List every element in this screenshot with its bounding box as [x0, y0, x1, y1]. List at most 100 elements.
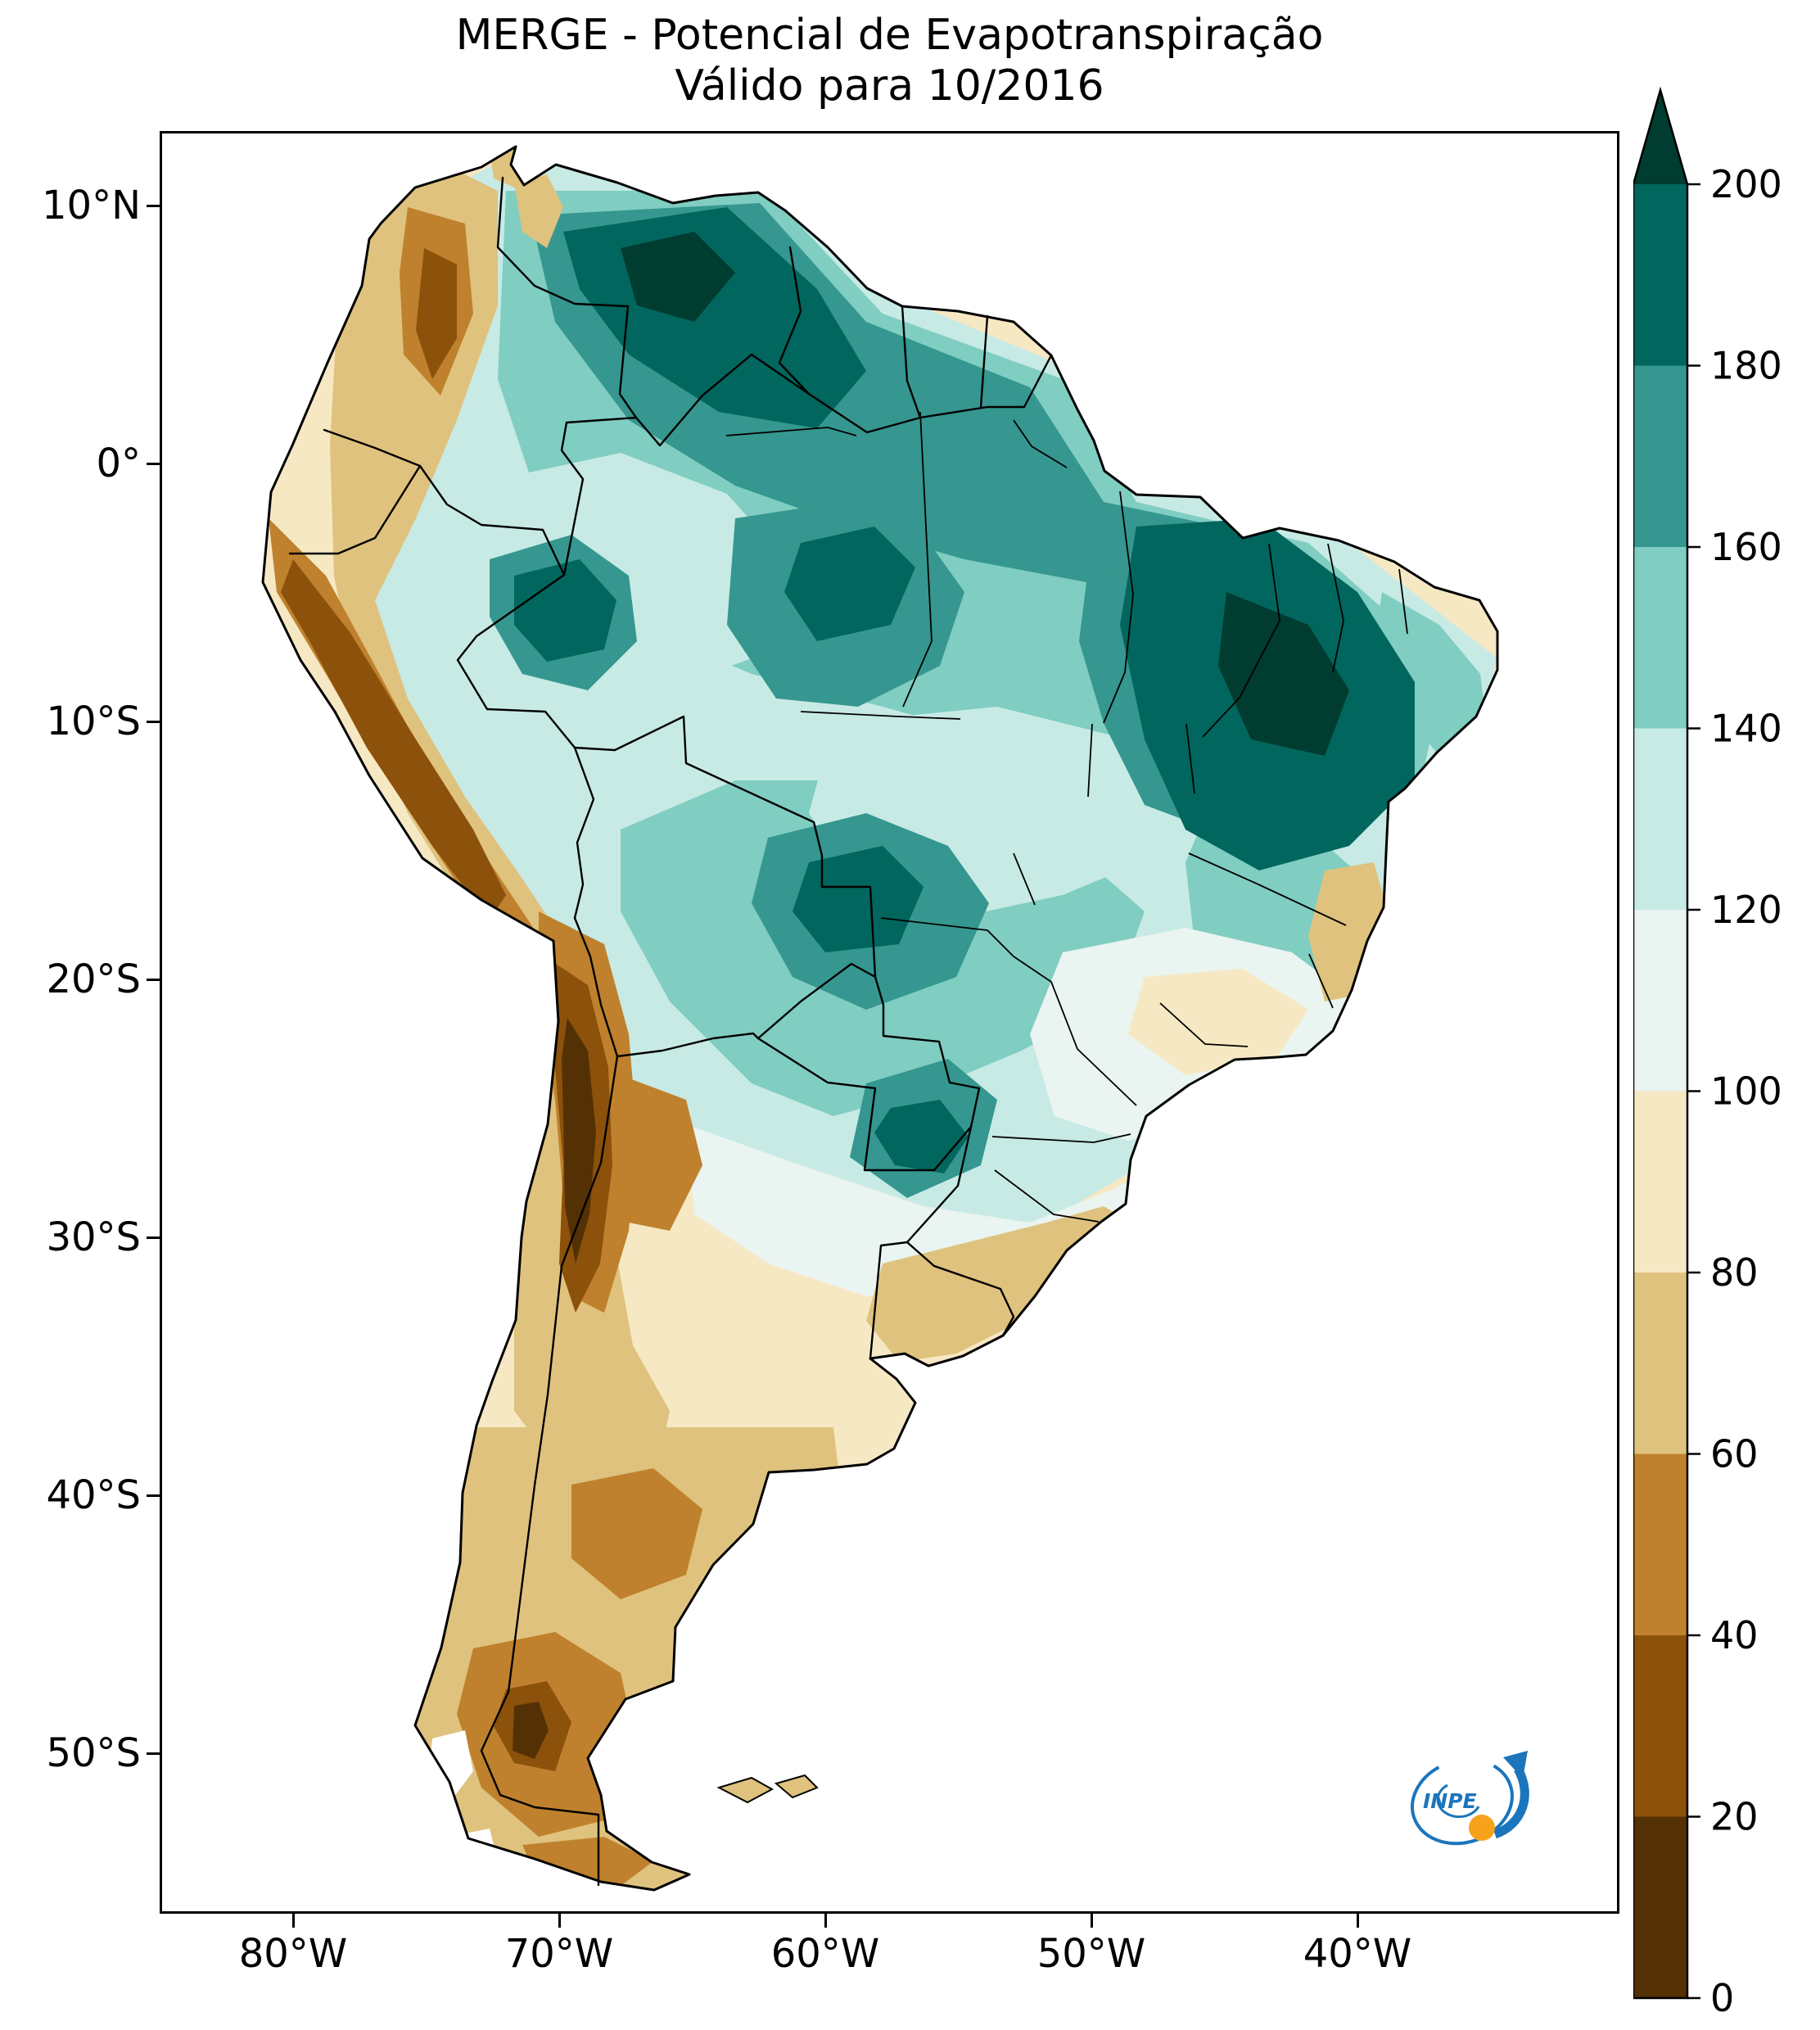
- colorbar-band-0-20: [1633, 1816, 1687, 1998]
- x-tick-80W: 80°W: [238, 1931, 348, 1977]
- y-tickmark: [147, 1494, 160, 1497]
- colorbar-band-120-140: [1633, 728, 1687, 910]
- colorbar-tick-120: 120: [1710, 888, 1782, 932]
- colorbar-tick-160: 160: [1710, 525, 1782, 569]
- colorbar-tick-200: 200: [1710, 162, 1782, 206]
- contour-40-60-central-patagonia: [571, 1468, 702, 1599]
- colorbar-tick-100: 100: [1710, 1069, 1782, 1114]
- border-bolivia-argentina: [616, 1032, 760, 1058]
- colorbar-outline: [1632, 86, 1689, 2000]
- state-border: [991, 1133, 1131, 1143]
- state-border: [725, 427, 857, 436]
- border-argentina-uruguay-brazil: [869, 1125, 1015, 1360]
- state-border: [1327, 543, 1344, 673]
- colorbar-tick-20: 20: [1710, 1795, 1759, 1839]
- y-tick-40S: 40°S: [46, 1472, 141, 1518]
- state-border: [902, 411, 933, 708]
- border-colombia-venezuela: [496, 176, 638, 419]
- x-tickmark: [558, 1914, 561, 1928]
- colorbar-band-100-120: [1633, 910, 1687, 1092]
- contour-180-200-west-small: [514, 559, 616, 662]
- coastline: [261, 145, 1499, 1892]
- state-border: [1159, 1002, 1249, 1047]
- state-border: [1087, 723, 1093, 798]
- y-tick-10N: 10°N: [42, 183, 141, 228]
- colorbar-tick-0: 0: [1710, 1976, 1734, 2019]
- colorbar-svg: 200 180 160 140 120 100 80 60 40 20 0: [1632, 86, 1782, 2020]
- colorbar-tick-140: 140: [1710, 707, 1782, 751]
- contour-180-200-south-small: [874, 1100, 969, 1173]
- y-tickmark: [147, 721, 160, 723]
- contour-20-40-colombia: [416, 248, 457, 379]
- colorbar-band-80-100: [1633, 1091, 1687, 1273]
- chart-subtitle: Válido para 10/2016: [675, 61, 1104, 111]
- y-tick-20S: 20°S: [46, 956, 141, 1002]
- y-tick-10S: 10°S: [46, 699, 141, 744]
- inpe-logo: INPE: [1411, 1751, 1529, 1846]
- contour-20-40-peru-inner: [281, 559, 506, 920]
- y-tickmark: [147, 979, 160, 981]
- state-border: [1398, 568, 1408, 635]
- border-guyana-suriname: [901, 305, 922, 419]
- colorbar-extend-triangle: [1633, 90, 1687, 184]
- x-tickmark: [1091, 1914, 1093, 1928]
- contour-140-160-east-coast: [1374, 592, 1488, 756]
- y-tickmark: [147, 1237, 160, 1239]
- contour-0-20-south-spot: [513, 1702, 549, 1759]
- state-border: [1188, 852, 1347, 926]
- border-peru-brazil: [456, 573, 576, 749]
- map-plot-area: INPE: [160, 131, 1619, 1914]
- x-tick-70W: 70°W: [504, 1931, 614, 1977]
- x-tick-40W: 40°W: [1303, 1931, 1412, 1977]
- inpe-logo-planet: [1469, 1815, 1495, 1841]
- colorbar-tick-180: 180: [1710, 344, 1782, 388]
- colorbar: 200 180 160 140 120 100 80 60 40 20 0: [1632, 78, 1820, 2020]
- x-tickmark: [292, 1914, 295, 1928]
- colorbar-band-20-40: [1633, 1635, 1687, 1817]
- colorbar-band-140-160: [1633, 547, 1687, 729]
- state-border: [1013, 419, 1068, 468]
- y-tickmark: [147, 1752, 160, 1755]
- state-border: [994, 1169, 1100, 1223]
- state-border: [880, 852, 1036, 957]
- y-tick-0: 0°: [96, 441, 141, 486]
- colorbar-tick-60: 60: [1710, 1432, 1759, 1476]
- contour-180-200-mt-small: [793, 846, 924, 952]
- border-peru-colombia: [418, 464, 566, 576]
- x-tickmark: [1357, 1914, 1359, 1928]
- colorbar-band-60-80: [1633, 1273, 1687, 1454]
- contour-60-80-maracaibo: [514, 174, 563, 248]
- x-tick-50W: 50°W: [1036, 1931, 1146, 1977]
- y-tickmark: [147, 205, 160, 207]
- contour-over-200-nordeste: [1218, 592, 1349, 756]
- colorbar-band-180-200: [1633, 184, 1687, 366]
- colorbar-tick-80: 80: [1710, 1250, 1759, 1295]
- x-tick-60W: 60°W: [770, 1931, 880, 1977]
- no-data-gap-south-chile-2: [449, 1829, 498, 1869]
- border-chile-bolivia: [573, 916, 619, 1058]
- south-america-map: INPE: [261, 145, 1529, 1892]
- contour-fill-layer: [263, 147, 1497, 1890]
- x-tickmark: [824, 1914, 827, 1928]
- inpe-logo-arrowhead: [1503, 1751, 1528, 1779]
- border-colombia-ecuador: [323, 428, 422, 468]
- border-bolivia-brazil: [573, 715, 885, 1006]
- colorbar-band-40-60: [1633, 1454, 1687, 1635]
- inpe-logo-text: INPE: [1423, 1789, 1477, 1813]
- border-venezuela-guyana: [778, 246, 811, 396]
- inpe-logo-orbit: [1411, 1757, 1514, 1846]
- border-venezuela-brazil: [635, 353, 811, 447]
- contour-0-20-atacama-core: [562, 1018, 596, 1264]
- border-peru-bolivia: [573, 746, 595, 920]
- state-border: [1308, 953, 1334, 1009]
- state-border: [1103, 491, 1134, 724]
- state-border: [1202, 543, 1280, 738]
- border-chile-argentina: [480, 1055, 619, 1887]
- colorbar-tick-40: 40: [1710, 1613, 1759, 1657]
- y-tickmark: [147, 463, 160, 465]
- contour-40-60-nw-argentina: [608, 1075, 702, 1231]
- state-border: [1013, 956, 1137, 1106]
- colorbar-band-160-180: [1633, 365, 1687, 547]
- y-tick-50S: 50°S: [46, 1730, 141, 1776]
